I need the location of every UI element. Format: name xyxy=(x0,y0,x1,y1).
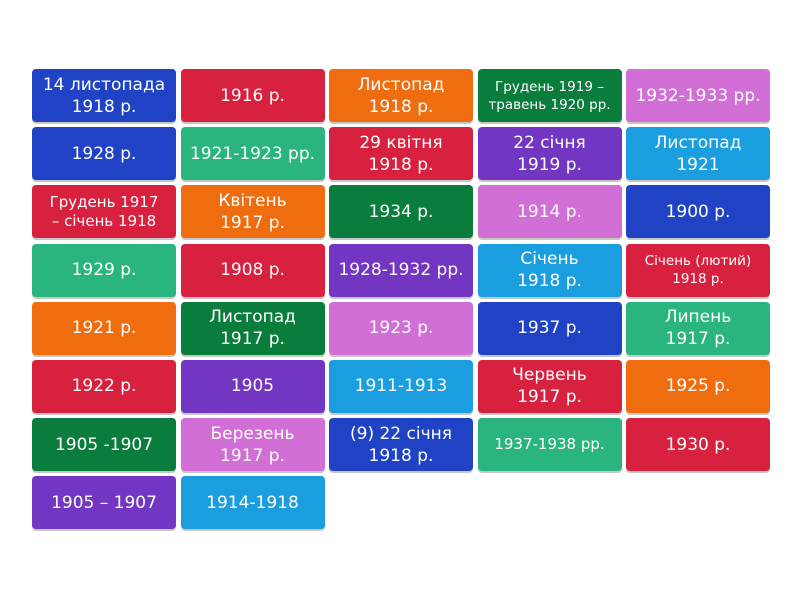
tile-4[interactable]: Грудень 1919 – травень 1920 рр. xyxy=(477,69,622,122)
tile-14[interactable]: 1914 р. xyxy=(477,185,622,239)
tile-34[interactable]: 1937-1938 рр. xyxy=(477,418,622,472)
tile-16[interactable]: 1929 р. xyxy=(32,243,176,297)
tile-37[interactable]: 1914-1918 xyxy=(180,476,325,530)
tile-26[interactable]: 1922 р. xyxy=(32,359,176,413)
tile-29[interactable]: Червень 1917 р. xyxy=(477,359,622,413)
tile-25[interactable]: Липень 1917 р. xyxy=(626,301,770,355)
tile-9[interactable]: 22 січня 1919 р. xyxy=(477,127,622,181)
tile-19[interactable]: Січень 1918 р. xyxy=(477,243,622,297)
tile-11[interactable]: Грудень 1917 – січень 1918 xyxy=(32,185,176,239)
tile-33[interactable]: (9) 22 січня 1918 р. xyxy=(329,418,473,472)
tile-35[interactable]: 1930 р. xyxy=(626,418,770,472)
tile-12[interactable]: Квітень 1917 р. xyxy=(180,185,325,239)
tile-13[interactable]: 1934 р. xyxy=(329,185,473,239)
tile-grid: 14 листопада 1918 р. 1916 р. Листопад 19… xyxy=(32,69,770,530)
tile-8[interactable]: 29 квітня 1918 р. xyxy=(329,127,473,181)
tile-22[interactable]: Листопад 1917 р. xyxy=(180,301,325,355)
tile-7[interactable]: 1921-1923 рр. xyxy=(180,127,325,181)
tile-30[interactable]: 1925 р. xyxy=(626,359,770,413)
tile-18[interactable]: 1928-1932 рр. xyxy=(329,243,473,297)
tile-36[interactable]: 1905 – 1907 xyxy=(32,476,176,530)
tile-24[interactable]: 1937 р. xyxy=(477,301,622,355)
tile-1[interactable]: 14 листопада 1918 р. xyxy=(32,69,176,122)
tile-3[interactable]: Листопад 1918 р. xyxy=(329,69,473,122)
tile-23[interactable]: 1923 р. xyxy=(329,301,473,355)
tile-15[interactable]: 1900 р. xyxy=(626,185,770,239)
tile-2[interactable]: 1916 р. xyxy=(180,69,325,122)
tile-17[interactable]: 1908 р. xyxy=(180,243,325,297)
tile-5[interactable]: 1932-1933 рр. xyxy=(626,69,770,122)
tile-10[interactable]: Листопад 1921 xyxy=(626,127,770,181)
tile-32[interactable]: Березень 1917 р. xyxy=(180,418,325,472)
tile-21[interactable]: 1921 р. xyxy=(32,301,176,355)
tile-27[interactable]: 1905 xyxy=(180,359,325,413)
tile-28[interactable]: 1911-1913 xyxy=(329,359,473,413)
tile-31[interactable]: 1905 -1907 xyxy=(32,418,176,472)
tile-20[interactable]: Січень (лютий) 1918 р. xyxy=(626,243,770,297)
tile-6[interactable]: 1928 р. xyxy=(32,127,176,181)
